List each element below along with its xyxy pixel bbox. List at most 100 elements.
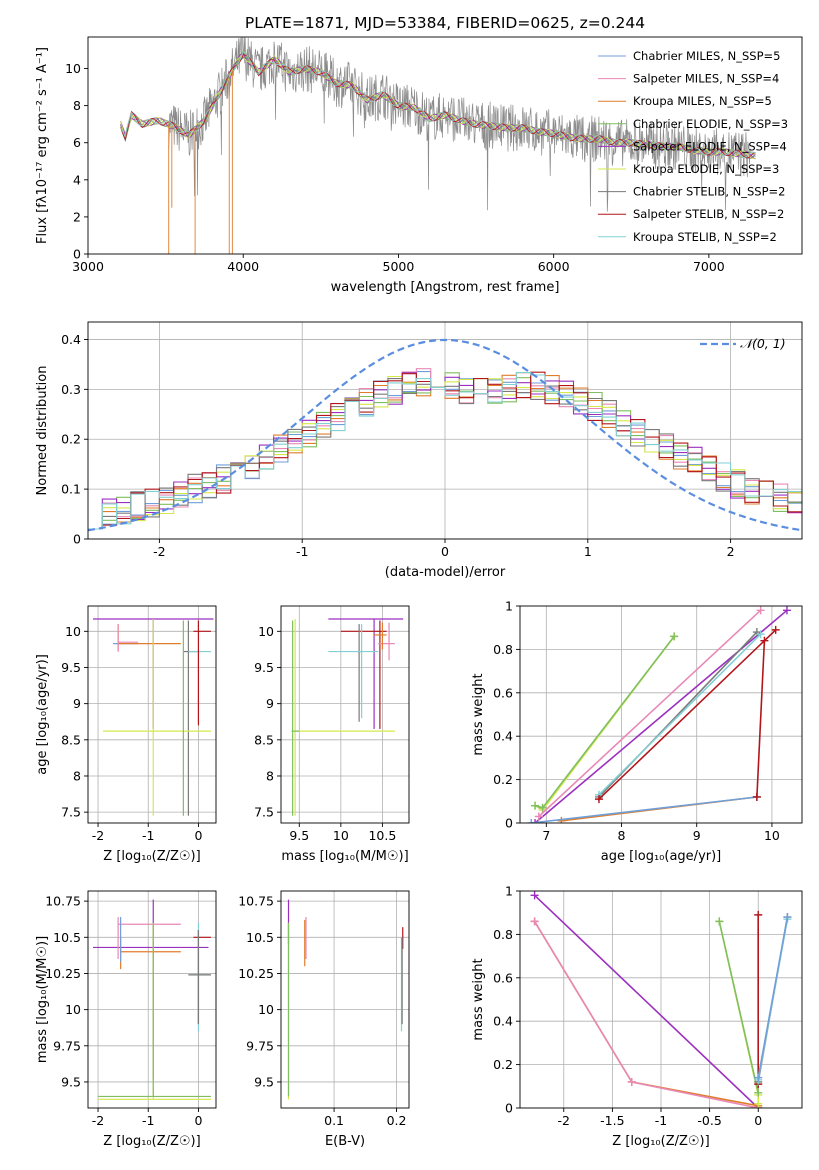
x-tick-label: 10: [333, 828, 349, 843]
y-tick-label: 1: [505, 884, 513, 899]
x-tick-label: 5000: [383, 259, 415, 274]
axes-frame: -2 -1.5 -1 -0.5 0 0 0.2 0.4 0.6 0.8 1 Z [log₁₀(Z/Z☉…: [471, 884, 803, 1149]
weight-marker-kroupa_elodie: [754, 1099, 763, 1108]
x-tick-label: 4000: [227, 259, 259, 274]
x-axis-label: mass [log₁₀(M/M☉)]: [281, 849, 408, 864]
y-tick-label: 10.75: [238, 894, 274, 909]
y-tick-label: 8.5: [61, 732, 81, 747]
weight-marker-chabrier_elodie: [670, 632, 679, 641]
weight-marker-chabrier_elodie: [531, 801, 540, 810]
weight-marker-salpeter_stelib: [754, 910, 763, 919]
y-tick-label: 0.4: [493, 729, 513, 744]
x-tick-label: 3000: [72, 259, 104, 274]
weight-line-kroupa_stelib: [598, 633, 762, 796]
panel-mass_vs_Z: -2 -1 0 9.5 9.75 10 10.25 10.5 10.75 Z [log₁₀(Z/Z…: [35, 890, 217, 1149]
x-tick-label: 2: [727, 544, 735, 559]
panel-residuals: -2 -1 0 1 2 0 0.1 0.2 0.3 0.4 (data-model)/error No…: [35, 321, 803, 580]
weight-line-chabrier_elodie: [718, 921, 759, 1093]
y-tick-label: 10: [65, 61, 81, 76]
axes-frame: -2 -1 0 9.5 9.75 10 10.25 10.5 10.75 Z [log₁₀(Z/Z…: [35, 890, 217, 1149]
normal-curve: [88, 338, 802, 532]
x-tick-label: 8: [618, 828, 626, 843]
weight-marker-chabrier_elodie: [538, 803, 547, 812]
y-tick-label: 0.8: [493, 642, 513, 657]
x-tick-label: -2: [92, 828, 104, 843]
y-tick-label: 9: [73, 696, 81, 711]
y-axis-label: mass weight: [471, 673, 486, 755]
y-tick-label: 9.5: [254, 1074, 274, 1089]
y-axis-label: age [log₁₀(age/yr)]: [35, 654, 50, 775]
x-tick-label: -1.5: [600, 1113, 624, 1128]
panel-age_vs_Z: -2 -1 0 7.5 8 8.5 9 9.5 10 Z [log₁₀(Z/Z☉)] age [lo…: [35, 605, 217, 864]
legend-label: Salpeter ELODIE, N_SSP=4: [633, 139, 787, 153]
y-tick-label: 10.5: [246, 930, 274, 945]
figure-title: PLATE=1871, MJD=53384, FIBERID=0625, z=0…: [245, 14, 645, 32]
histogram-kroupa_elodie: [88, 375, 802, 530]
x-tick-label: -0.5: [697, 1113, 721, 1128]
y-tick-label: 0: [505, 1101, 513, 1116]
plot-area: [88, 891, 216, 1108]
plot-content: [520, 606, 802, 823]
weight-marker-salpeter_miles: [534, 812, 543, 821]
axes-frame: 7 8 9 10 0 0.2 0.4 0.6 0.8 1 age [log₁₀(age/yr)] ma…: [471, 599, 803, 864]
y-tick-label: 9.75: [53, 1038, 81, 1053]
x-tick-label: -1: [142, 1113, 154, 1128]
weight-marker-kroupa_miles: [557, 816, 566, 823]
plot-content: [88, 891, 216, 1108]
model-spectrum-salpeter_stelib: [120, 54, 756, 159]
legend-label: Kroupa MILES, N_SSP=5: [633, 94, 772, 108]
legend-label: Chabrier STELIB, N_SSP=2: [633, 185, 785, 199]
y-tick-label: 0: [505, 816, 513, 831]
y-tick-label: 0.8: [493, 927, 513, 942]
panel-mass_vs_ebv: 0.1 0.2 9.5 9.75 10 10.25 10.5 10.75 E(B-V): [238, 890, 410, 1149]
panel-age_vs_mass: 9.5 10 10.5 7.5 8 8.5 9 9.5 10 mass [log₁₀(M/M☉)]: [254, 605, 410, 864]
axes-border: [87, 890, 217, 1109]
y-axis-label: mass [log₁₀(M/M☉)]: [35, 936, 50, 1063]
y-tick-label: 10.25: [238, 966, 274, 981]
weight-line-salpeter_miles: [538, 609, 762, 818]
y-tick-label: 10.75: [45, 894, 81, 909]
axes-border: [87, 36, 803, 255]
weight-marker-salpeter_miles: [627, 1077, 636, 1086]
y-tick-label: 0: [73, 532, 81, 547]
model-spectrum-kroupa_elodie: [120, 55, 756, 160]
axes-border: [519, 605, 803, 824]
axes-border: [280, 890, 410, 1109]
x-tick-label: -1: [296, 544, 308, 559]
x-tick-label: 0.1: [324, 1113, 344, 1128]
y-tick-label: 9.75: [246, 1038, 274, 1053]
plot-area: [281, 606, 409, 823]
x-axis-label: Z [log₁₀(Z/Z☉)]: [612, 1134, 709, 1149]
x-tick-label: -2: [558, 1113, 570, 1128]
x-axis-label: (data-model)/error: [385, 565, 506, 580]
y-tick-label: 8: [73, 98, 81, 113]
y-tick-label: 7.5: [61, 805, 81, 820]
y-tick-label: 9.5: [254, 660, 274, 675]
x-axis-label: age [log₁₀(age/yr)]: [601, 849, 722, 864]
y-tick-label: 10: [258, 1002, 274, 1017]
panel-weight_vs_age: 7 8 9 10 0 0.2 0.4 0.6 0.8 1 age [log₁₀(age/yr)] ma…: [471, 599, 803, 864]
x-tick-label: 6000: [538, 259, 570, 274]
x-tick-label: -2: [92, 1113, 104, 1128]
weight-marker-salpeter_elodie: [782, 606, 791, 615]
plot-area: [520, 606, 802, 823]
plot-content: [520, 891, 802, 1108]
weight-line-salpeter_stelib: [598, 629, 777, 800]
weight-marker-chabrier_elodie: [754, 1088, 763, 1097]
weight-marker-salpeter_stelib: [771, 625, 780, 634]
weight-line-salpeter_elodie: [534, 609, 788, 823]
y-tick-label: 8: [266, 768, 274, 783]
grid: [520, 891, 802, 1108]
plot-content: [281, 891, 409, 1108]
plot-content: [88, 606, 216, 823]
weight-marker-salpeter_stelib: [594, 795, 603, 804]
y-tick-label: 6: [73, 135, 81, 150]
x-axis-label: Z [log₁₀(Z/Z☉)]: [103, 849, 200, 864]
weight-line-chabrier_miles: [757, 916, 789, 1078]
x-tick-label: 10: [764, 828, 780, 843]
x-tick-label: 0: [754, 1113, 762, 1128]
weight-marker-salpeter_elodie: [530, 891, 539, 900]
histogram-kroupa_stelib: [88, 372, 802, 530]
